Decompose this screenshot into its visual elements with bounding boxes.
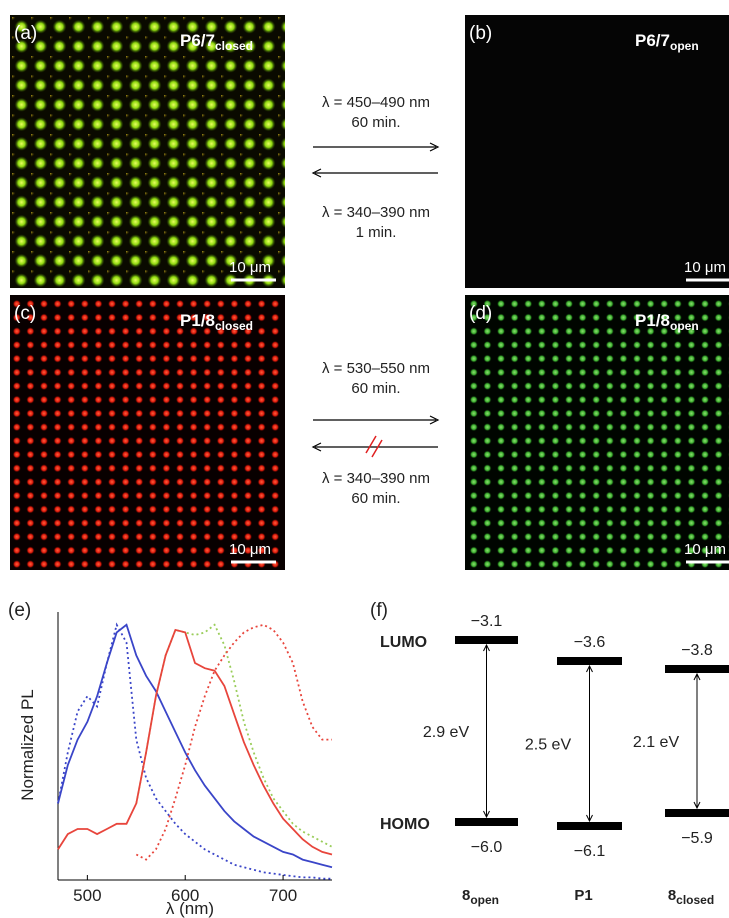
scale-bar-label: 10 μm <box>684 259 726 276</box>
reverse-wavelength: λ = 340–390 nm <box>322 470 430 487</box>
forward-wavelength: λ = 450–490 nm <box>322 94 430 111</box>
panel-title-main: P1/8 <box>635 311 670 330</box>
panel-title: P1/8closed <box>180 311 253 333</box>
y-axis-label: Normalized PL <box>18 689 37 801</box>
micrograph-b <box>465 15 729 288</box>
lumo-level <box>455 636 518 644</box>
arrow-head <box>586 664 593 823</box>
x-axis-label: λ (nm) <box>166 899 214 918</box>
panel-label: (c) <box>14 303 36 324</box>
pl-curve <box>57 623 333 869</box>
forward-wavelength: λ = 530–550 nm <box>322 360 430 377</box>
scale-bar-label: 10 μm <box>684 541 726 558</box>
material-name-subscript: closed <box>676 893 714 907</box>
micrograph-a <box>10 15 285 288</box>
panel-label: (e) <box>8 600 31 621</box>
homo-level <box>665 809 729 817</box>
panel-label: (d) <box>469 303 492 324</box>
arrow-head <box>693 672 701 810</box>
material-name-main: 8 <box>668 887 676 904</box>
panel-title-main: P6/7 <box>180 31 215 50</box>
scale-bar-label: 10 μm <box>229 259 271 276</box>
lumo-level <box>665 665 729 673</box>
micrograph-d <box>465 295 729 570</box>
lumo-value: −3.6 <box>574 634 606 651</box>
reverse-wavelength: λ = 340–390 nm <box>322 204 430 221</box>
homo-level <box>455 818 518 826</box>
material-name: P1 <box>574 887 592 904</box>
pl-curve <box>135 623 332 861</box>
gap-value: 2.5 eV <box>525 737 572 754</box>
forward-time: 60 min. <box>351 380 400 397</box>
panel-title: P6/7closed <box>180 31 253 53</box>
homo-value: −5.9 <box>681 830 713 847</box>
panel-title-main: P1/8 <box>180 311 215 330</box>
panel-title-subscript: open <box>670 39 699 53</box>
panel-title-subscript: closed <box>215 319 253 333</box>
arrows <box>311 142 440 452</box>
pl-curve <box>57 628 333 856</box>
panel-title-subscript: open <box>670 319 699 333</box>
reverse-time: 1 min. <box>356 224 397 241</box>
reverse-time: 60 min. <box>351 490 400 507</box>
homo-value: −6.0 <box>471 839 503 856</box>
gap-value: 2.9 eV <box>423 724 470 741</box>
material-name-subscript: open <box>470 893 499 907</box>
gap-value: 2.1 eV <box>633 734 680 751</box>
micrograph-c <box>10 295 285 570</box>
material-name: 8open <box>462 887 499 907</box>
forward-time: 60 min. <box>351 114 400 131</box>
homo-label: HOMO <box>380 816 430 833</box>
pl-curve <box>57 622 332 880</box>
material-name: 8closed <box>668 887 714 907</box>
material-name-main: P1 <box>574 887 592 904</box>
blocked-mark <box>365 435 383 458</box>
homo-level <box>557 822 622 830</box>
panel-label: (f) <box>370 600 388 621</box>
scale-bar-label: 10 μm <box>229 541 271 558</box>
lumo-value: −3.8 <box>681 642 713 659</box>
lumo-value: −3.1 <box>471 613 503 630</box>
arrow-head <box>483 643 490 819</box>
panel-title: P1/8open <box>635 311 699 333</box>
x-tick-label: 500 <box>73 886 101 905</box>
x-tick-label: 700 <box>269 886 297 905</box>
panel-title-main: P6/7 <box>635 31 670 50</box>
material-name-main: 8 <box>462 887 470 904</box>
lumo-label: LUMO <box>380 634 427 651</box>
lumo-level <box>557 657 622 665</box>
x-tick-label: 600 <box>171 886 199 905</box>
panel-title-subscript: closed <box>215 39 253 53</box>
panel-title: P6/7open <box>635 31 699 53</box>
panel-label: (a) <box>14 23 37 44</box>
panel-label: (b) <box>469 23 492 44</box>
homo-value: −6.1 <box>574 843 606 860</box>
